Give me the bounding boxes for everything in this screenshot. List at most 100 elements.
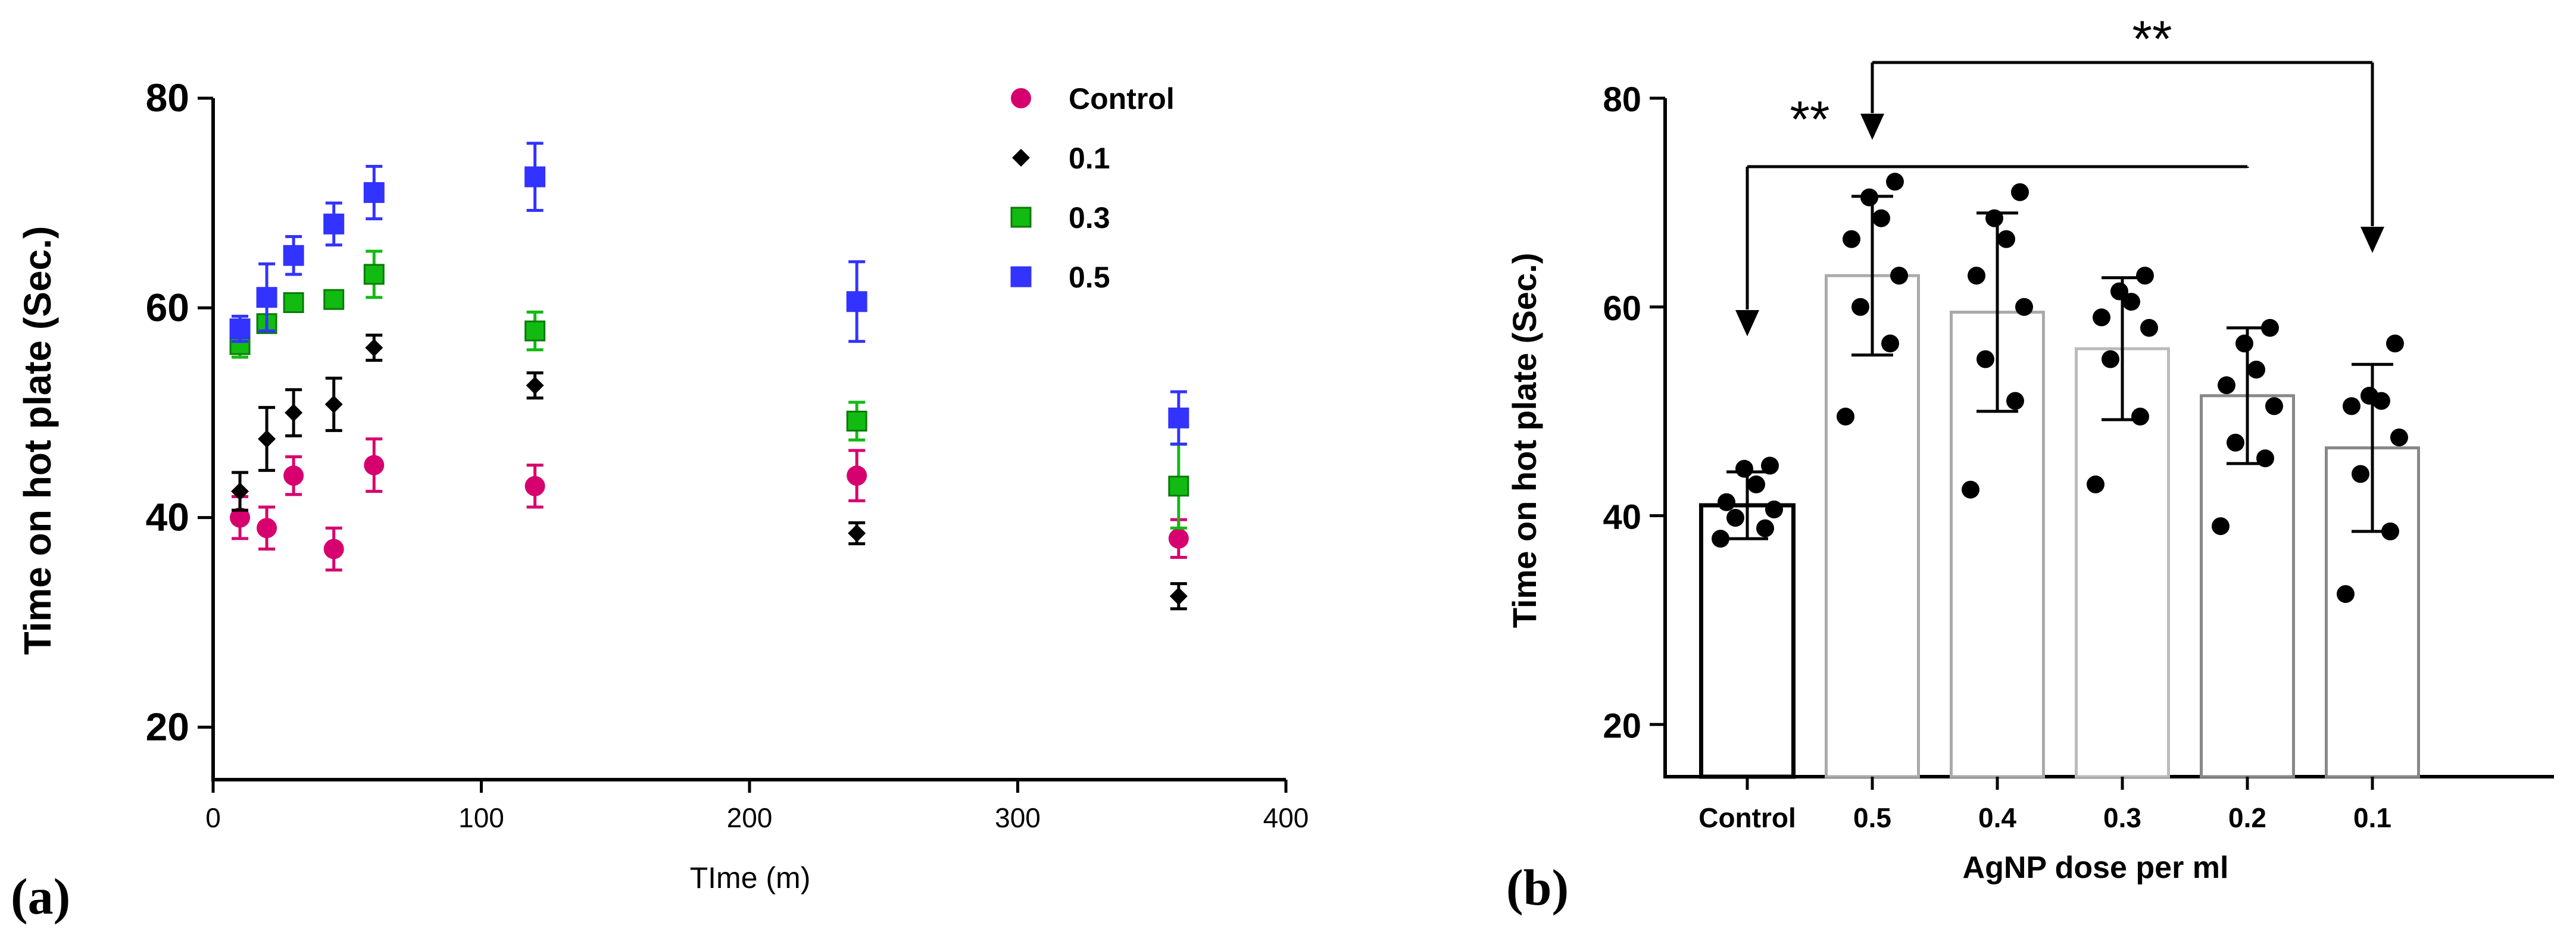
series-0-1 — [231, 333, 1188, 611]
individual-point — [1756, 519, 1774, 537]
legend-label: 0.5 — [1069, 261, 1110, 294]
data-point — [1168, 407, 1189, 429]
data-point — [257, 518, 277, 539]
panel-b-x-tick-label-0-3: 0.3 — [2103, 802, 2141, 833]
individual-point — [1985, 209, 2003, 227]
arrow-05-icon — [1860, 114, 1884, 140]
panel-b-y-tick-label-80: 80 — [1603, 80, 1641, 119]
data-point — [846, 411, 867, 432]
significance-label-control: ** — [1790, 91, 1830, 148]
arrow-control-icon — [1735, 310, 1759, 336]
data-point — [363, 182, 385, 204]
panel-a-y-tick-label-60: 60 — [146, 285, 189, 329]
individual-point — [2265, 397, 2283, 415]
panel-a-x-axis-label: TIme (m) — [690, 861, 811, 895]
panel-b-x-tick-label-0-2: 0.2 — [2228, 802, 2266, 833]
individual-point — [1851, 298, 1869, 316]
panel-a-x-tick-label-400: 400 — [1263, 802, 1309, 833]
legend-marker — [1010, 266, 1032, 287]
individual-point — [1837, 407, 1854, 426]
panel-b-x-tick-label-control: Control — [1698, 802, 1796, 833]
panel-b-y-tick-label-20: 20 — [1603, 706, 1641, 745]
significance-label-01: ** — [2132, 11, 2172, 68]
individual-point — [1881, 334, 1899, 353]
data-point — [848, 524, 866, 543]
panel-a-x-tick-label-300: 300 — [995, 802, 1041, 833]
legend-marker — [1011, 88, 1031, 108]
legend-item: 0.1 — [1012, 142, 1110, 175]
individual-point — [2390, 429, 2408, 446]
data-point — [524, 476, 545, 496]
panel-a-y-axis-label: Time on hot plate (Sec.) — [16, 226, 59, 655]
panel-a-y-tick-label-80: 80 — [146, 76, 189, 120]
panel-b-label: (b) — [1506, 859, 1569, 916]
data-point — [230, 507, 251, 528]
individual-point — [1761, 456, 1779, 475]
individual-point — [1747, 475, 1765, 493]
data-point — [363, 264, 385, 285]
data-point — [364, 455, 385, 476]
individual-point — [2360, 386, 2378, 405]
individual-point — [1735, 459, 1753, 478]
panel-b-x-tick-label-0-5: 0.5 — [1853, 802, 1891, 833]
individual-point — [1718, 493, 1735, 511]
data-point — [283, 465, 304, 486]
legend-item: 0.3 — [1010, 201, 1110, 234]
individual-point — [2261, 318, 2279, 337]
data-point — [847, 465, 867, 486]
individual-point — [2093, 308, 2110, 327]
panel-a-legend: Control 0.1 0.3 0.5 — [1010, 82, 1175, 294]
data-point — [524, 320, 546, 342]
legend-label: 0.1 — [1069, 142, 1110, 175]
data-point — [323, 213, 345, 234]
data-point — [324, 395, 343, 414]
arrow-01-icon — [2360, 227, 2384, 253]
individual-point — [1765, 501, 1783, 519]
data-point — [526, 376, 544, 395]
panel-b-x-tick-label-0-1: 0.1 — [2353, 802, 2391, 833]
significance-annotations: ** ** — [1735, 11, 2384, 336]
data-point — [1168, 528, 1189, 549]
panel-a-scatter-plot: 20 40 60 80 0 100 200 300 400 Time on hot plate… — [11, 76, 1309, 925]
individual-point — [2247, 361, 2265, 379]
data-point — [1168, 476, 1189, 497]
individual-point — [2218, 376, 2235, 395]
individual-point — [1997, 230, 2015, 248]
data-point — [231, 482, 249, 501]
individual-point — [1890, 267, 1908, 285]
individual-point — [1968, 267, 1985, 285]
individual-point — [1843, 230, 1860, 248]
individual-point — [2352, 465, 2369, 483]
panel-a-y-tick-label-40: 40 — [146, 495, 189, 539]
individual-point — [2235, 334, 2253, 353]
data-point — [283, 245, 304, 266]
data-point — [524, 166, 546, 187]
legend-item: 0.5 — [1010, 261, 1110, 294]
panel-a-x-tick-label-200: 200 — [727, 802, 773, 833]
individual-point — [2212, 517, 2230, 536]
individual-point — [2110, 282, 2128, 301]
data-point — [1169, 587, 1188, 605]
data-point — [258, 430, 276, 448]
individual-point — [2140, 318, 2158, 337]
individual-point — [2343, 397, 2360, 415]
panel-b-bar-chart: 20 40 60 80 Control 0.5 0.4 0.3 0.2 0.1 ** ** Tim… — [1506, 11, 2554, 916]
legend-marker — [1010, 207, 1032, 228]
legend-item: Control — [1011, 82, 1175, 115]
panel-b-x-tick-label-0-4: 0.4 — [1978, 802, 2016, 833]
individual-point — [2136, 267, 2154, 285]
panel-a-x-tick-label-100: 100 — [458, 802, 504, 833]
panel-b-y-axis-label: Time on hot plate (Sec.) — [1506, 253, 1543, 628]
individual-point — [2011, 183, 2029, 201]
individual-point — [1962, 480, 1979, 499]
data-point — [846, 291, 867, 312]
data-point — [283, 292, 304, 313]
data-point — [323, 289, 345, 310]
individual-point — [2381, 522, 2399, 540]
individual-point — [1860, 188, 1878, 207]
legend-label: Control — [1069, 82, 1175, 115]
panel-b-y-tick-label-60: 60 — [1603, 289, 1641, 328]
panel-b-x-axis-label: AgNP dose per ml — [1963, 850, 2229, 885]
data-point — [285, 404, 303, 422]
series-0-5 — [229, 142, 1189, 446]
